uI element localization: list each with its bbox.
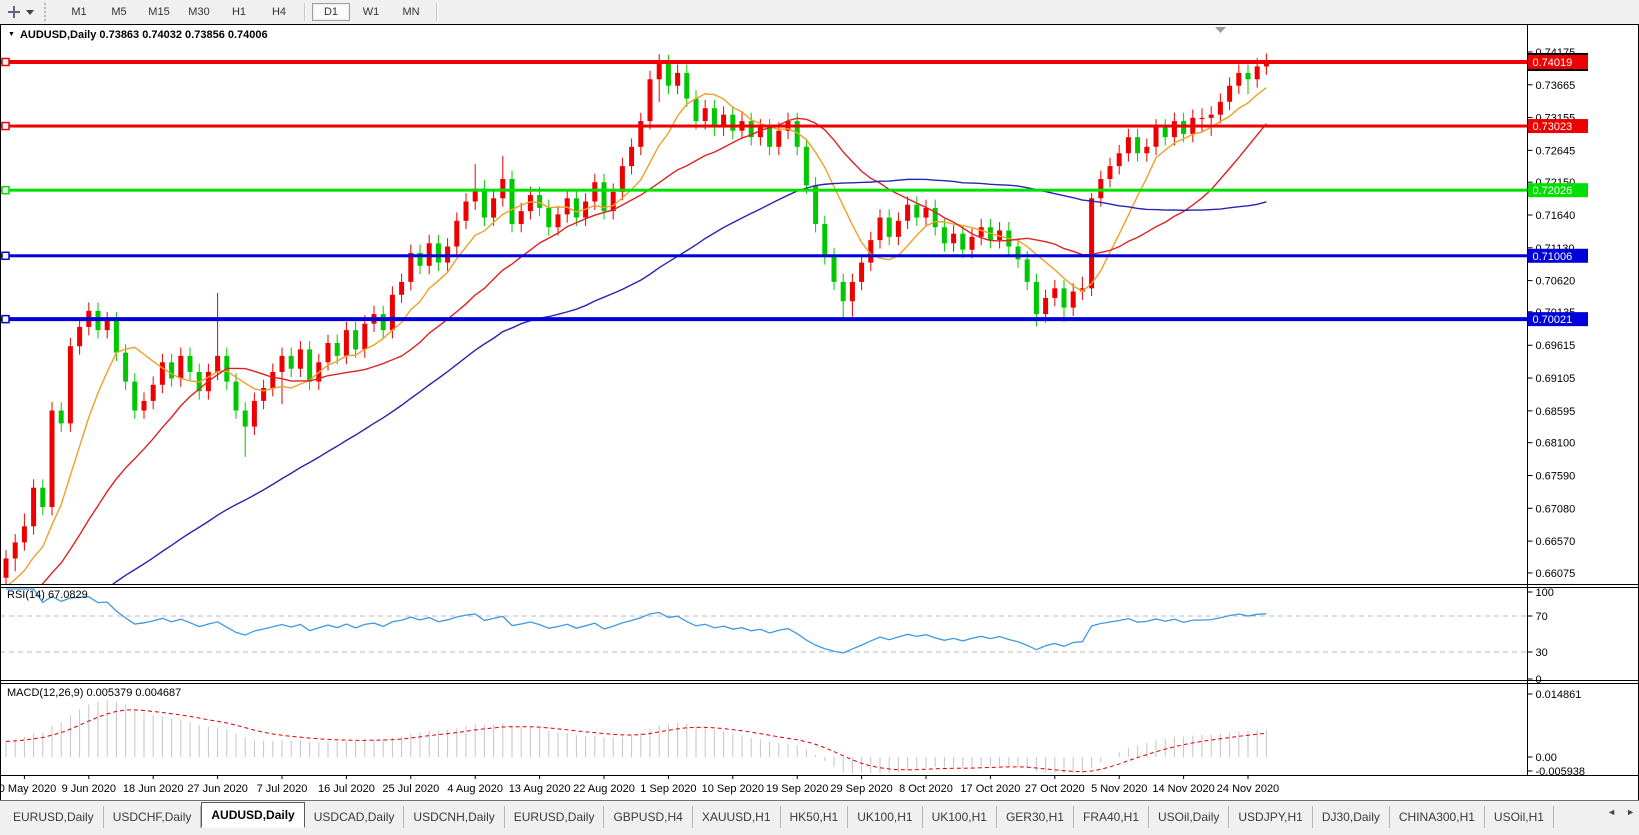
moving-averages-layer	[8, 87, 1267, 584]
svg-text:17 Oct 2020: 17 Oct 2020	[960, 783, 1020, 795]
candles-layer	[3, 53, 1269, 584]
horizontal-lines-layer[interactable]	[0, 57, 1528, 324]
timeframe-m30[interactable]: M30	[188, 6, 210, 18]
svg-text:18 Jun 2020: 18 Jun 2020	[123, 783, 184, 795]
timeframe-h1[interactable]: H1	[231, 6, 247, 18]
chart-tabs: EURUSD,Daily USDCHF,Daily AUDUSD,Daily USDC…	[0, 802, 1600, 828]
timeframe-toolbar: M1 M5 M15 M30 H1 H4 D1 W1 MN	[0, 0, 1639, 24]
svg-text:100: 100	[1536, 587, 1554, 599]
svg-text:0.66075: 0.66075	[1536, 568, 1576, 580]
chart-title: ▼ AUDUSD,Daily 0.73863 0.74032 0.73856 0.…	[8, 29, 268, 41]
svg-text:9 Jun 2020: 9 Jun 2020	[62, 783, 116, 795]
svg-text:0: 0	[1536, 674, 1542, 686]
svg-text:0.66570: 0.66570	[1536, 536, 1576, 548]
timeframe-m5[interactable]: M5	[111, 6, 127, 18]
timeframe-m1[interactable]: M1	[71, 6, 87, 18]
svg-text:1 Sep 2020: 1 Sep 2020	[640, 783, 696, 795]
tab-usdchf-daily[interactable]: USDCHF,Daily	[104, 806, 202, 828]
tab-fra40-h1[interactable]: FRA40,H1	[1074, 806, 1150, 828]
svg-text:24 Nov 2020: 24 Nov 2020	[1217, 783, 1279, 795]
svg-text:8 Oct 2020: 8 Oct 2020	[899, 783, 953, 795]
toolbar-separator	[304, 3, 306, 21]
rsi-indicator-label: RSI(14) 67.0829	[7, 589, 88, 601]
svg-text:0.69105: 0.69105	[1536, 373, 1576, 385]
chevron-down-icon[interactable]	[26, 9, 34, 15]
tab-china300-h1[interactable]: CHINA300,H1	[1390, 806, 1485, 828]
tab-usoil-h1[interactable]: USOil,H1	[1485, 806, 1554, 828]
toolbar-separator	[436, 3, 438, 21]
svg-text:10 Sep 2020: 10 Sep 2020	[702, 783, 764, 795]
tab-ger30-h1[interactable]: GER30,H1	[997, 806, 1074, 828]
svg-text:0.67590: 0.67590	[1536, 470, 1576, 482]
svg-text:0.72645: 0.72645	[1536, 145, 1576, 157]
svg-text:13 Aug 2020: 13 Aug 2020	[509, 783, 571, 795]
price-axis[interactable]: 0.741750.736650.731550.726450.721500.716…	[1527, 47, 1589, 580]
tab-gbpusd-h4[interactable]: GBPUSD,H4	[604, 806, 693, 828]
tab-hk50-h1[interactable]: HK50,H1	[781, 806, 849, 828]
tab-dj30-daily[interactable]: DJ30,Daily	[1313, 806, 1390, 828]
chart-symbol: AUDUSD,Daily	[19, 29, 97, 41]
macd-axis: 0.014861 0.00 -0.005938	[1527, 689, 1586, 778]
tab-eurusd-daily[interactable]: EURUSD,Daily	[4, 806, 104, 828]
svg-text:5 Nov 2020: 5 Nov 2020	[1091, 783, 1147, 795]
svg-text:70: 70	[1536, 611, 1548, 623]
svg-text:0.72026: 0.72026	[1533, 185, 1573, 197]
svg-text:0.70021: 0.70021	[1533, 314, 1573, 326]
tab-xauusd-h1[interactable]: XAUUSD,H1	[693, 806, 781, 828]
svg-text:-0.005938: -0.005938	[1536, 766, 1586, 778]
tab-uk100-h1[interactable]: UK100,H1	[848, 806, 923, 828]
tab-usdjpy-h1[interactable]: USDJPY,H1	[1229, 806, 1313, 828]
chart-tab-bar: EURUSD,Daily USDCHF,Daily AUDUSD,Daily USDC…	[0, 800, 1639, 835]
svg-text:0.71640: 0.71640	[1536, 210, 1576, 222]
toolbar-gripper[interactable]	[44, 3, 51, 21]
svg-text:27 Oct 2020: 27 Oct 2020	[1025, 783, 1085, 795]
svg-text:29 Sep 2020: 29 Sep 2020	[830, 783, 892, 795]
svg-text:30: 30	[1536, 647, 1548, 659]
svg-text:0.67080: 0.67080	[1536, 503, 1576, 515]
tab-usdcnh-daily[interactable]: USDCNH,Daily	[404, 806, 505, 828]
svg-text:0.73665: 0.73665	[1536, 80, 1576, 92]
tab-scroll-right-icon[interactable]: ►	[1626, 807, 1635, 817]
svg-text:25 Jul 2020: 25 Jul 2020	[382, 783, 439, 795]
macd-pane	[5, 700, 1267, 773]
svg-text:16 Jul 2020: 16 Jul 2020	[318, 783, 375, 795]
tab-scroll-left-icon[interactable]: ◄	[1607, 807, 1617, 817]
macd-indicator-label: MACD(12,26,9) 0.005379 0.004687	[7, 687, 182, 699]
svg-text:0.68100: 0.68100	[1536, 438, 1576, 450]
svg-text:22 Aug 2020: 22 Aug 2020	[573, 783, 635, 795]
collapse-triangle-icon[interactable]: ▼	[8, 31, 15, 38]
svg-text:0.74019: 0.74019	[1533, 57, 1573, 69]
timeframe-w1[interactable]: W1	[362, 6, 380, 18]
chart-shift-marker	[1215, 27, 1226, 33]
svg-text:0.00: 0.00	[1536, 752, 1557, 764]
svg-text:19 Sep 2020: 19 Sep 2020	[766, 783, 828, 795]
tab-usoil-daily[interactable]: USOil,Daily	[1149, 806, 1230, 828]
crosshair-tool-icon[interactable]	[6, 4, 22, 20]
svg-text:0.73023: 0.73023	[1533, 121, 1573, 133]
timeframe-d1[interactable]: D1	[312, 3, 350, 21]
tab-usdcad-daily[interactable]: USDCAD,Daily	[305, 806, 405, 828]
svg-text:0.70620: 0.70620	[1536, 276, 1576, 288]
timeframe-mn[interactable]: MN	[402, 6, 420, 18]
rsi-axis: 100 70 30 0	[1527, 587, 1554, 686]
svg-text:14 Nov 2020: 14 Nov 2020	[1152, 783, 1214, 795]
svg-text:30 May 2020: 30 May 2020	[0, 783, 56, 795]
timeframe-m15[interactable]: M15	[148, 6, 170, 18]
tab-uk100-h1[interactable]: UK100,H1	[923, 806, 997, 828]
rsi-pane	[1, 588, 1528, 654]
svg-text:0.014861: 0.014861	[1536, 689, 1582, 701]
chart-ohlc-values: 0.73863 0.74032 0.73856 0.74006	[99, 29, 268, 41]
svg-text:27 Jun 2020: 27 Jun 2020	[187, 783, 248, 795]
svg-text:0.71006: 0.71006	[1533, 251, 1573, 263]
svg-text:4 Aug 2020: 4 Aug 2020	[447, 783, 503, 795]
chart-area[interactable]: 0.741750.736650.731550.726450.721500.716…	[0, 0, 1639, 800]
tab-audusd-daily[interactable]: AUDUSD,Daily	[201, 802, 305, 828]
timeframe-h4[interactable]: H4	[271, 6, 287, 18]
tab-eurusd-daily[interactable]: EURUSD,Daily	[505, 806, 605, 828]
svg-text:7 Jul 2020: 7 Jul 2020	[257, 783, 308, 795]
svg-text:0.69615: 0.69615	[1536, 340, 1576, 352]
svg-text:0.68595: 0.68595	[1536, 406, 1576, 418]
